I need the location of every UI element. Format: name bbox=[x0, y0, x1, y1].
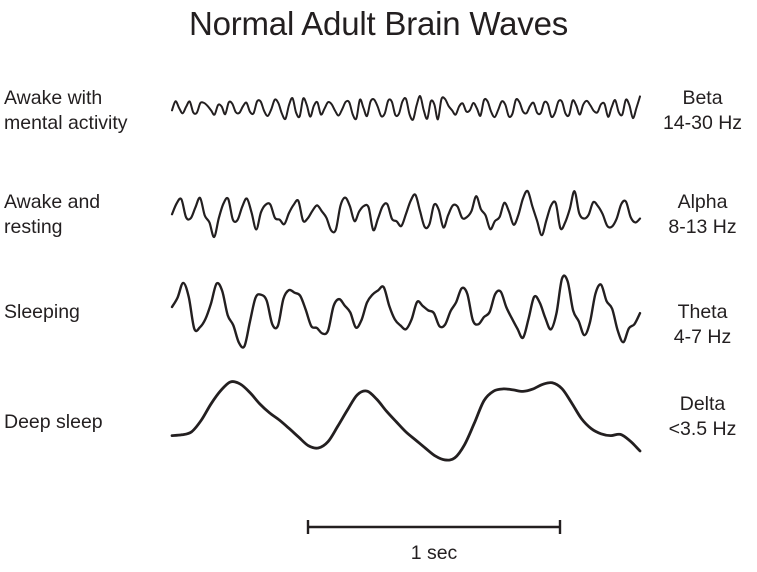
scale-bar-caption: 1 sec bbox=[410, 542, 458, 564]
band-label-theta: Theta 4-7 Hz bbox=[673, 301, 732, 348]
band-label-alpha: Alpha 8-13 Hz bbox=[668, 191, 737, 238]
eeg-trace-theta bbox=[170, 274, 642, 349]
state-label-delta: Deep sleep bbox=[4, 411, 103, 433]
band-label-delta: Delta <3.5 Hz bbox=[668, 393, 737, 440]
eeg-trace-alpha bbox=[170, 189, 642, 239]
band-label-beta: Beta 14-30 Hz bbox=[662, 87, 743, 134]
eeg-trace-delta bbox=[170, 380, 642, 462]
state-label-alpha: Awake and resting bbox=[4, 191, 101, 238]
page-title: Normal Adult Brain Waves bbox=[188, 5, 569, 42]
state-label-theta: Sleeping bbox=[4, 301, 80, 323]
state-label-beta: Awake with mental activity bbox=[4, 87, 128, 134]
eeg-trace-beta bbox=[171, 95, 641, 121]
scale-bar bbox=[306, 520, 562, 534]
